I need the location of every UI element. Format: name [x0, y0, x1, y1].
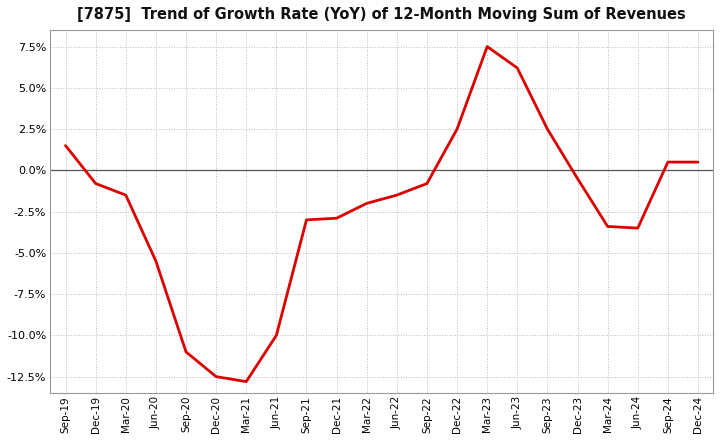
- Title: [7875]  Trend of Growth Rate (YoY) of 12-Month Moving Sum of Revenues: [7875] Trend of Growth Rate (YoY) of 12-…: [77, 7, 686, 22]
